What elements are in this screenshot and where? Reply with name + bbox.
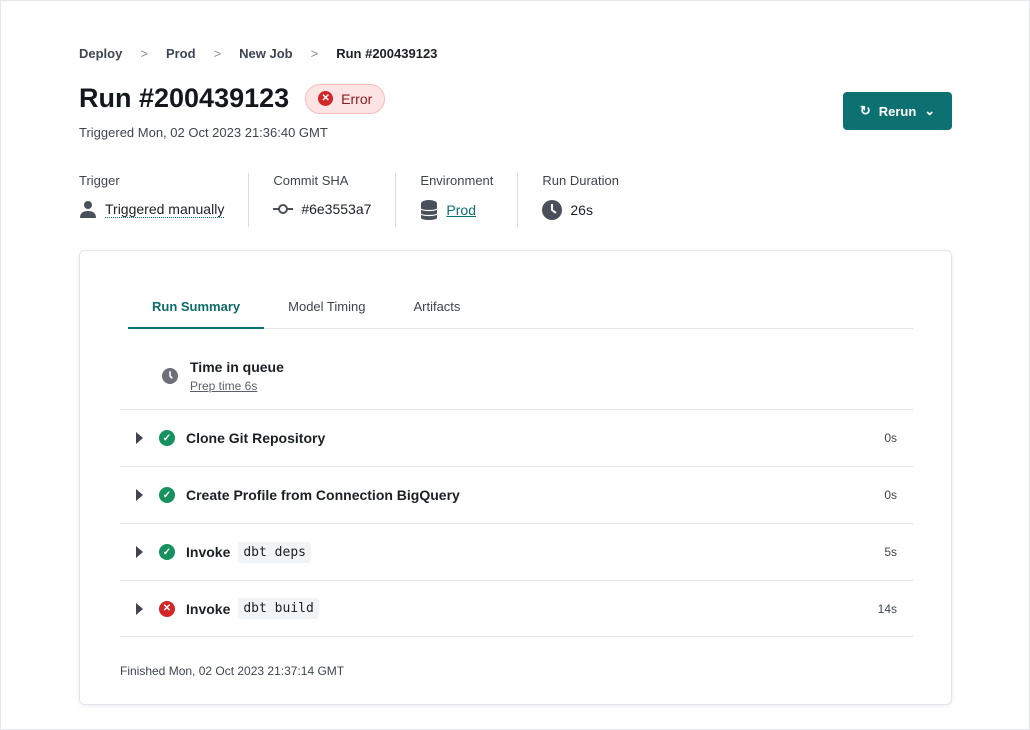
step-name: Invoke [186, 544, 231, 560]
step-row[interactable]: ✓ Clone Git Repository 0s [120, 409, 913, 466]
breadcrumb: Deploy > Prod > New Job > Run #200439123 [79, 46, 437, 61]
triggered-time: Triggered Mon, 02 Oct 2023 21:36:40 GMT [79, 125, 328, 140]
breadcrumb-prod[interactable]: Prod [165, 46, 196, 61]
step-duration: 14s [877, 601, 897, 616]
chevron-down-icon: ⌄ [924, 103, 936, 118]
rerun-button[interactable]: ↻ Rerun ⌄ [843, 92, 952, 130]
meta-trigger: Trigger Triggered manually [79, 173, 250, 227]
chevron-right-icon: > [310, 46, 319, 61]
expand-caret-icon[interactable] [136, 602, 143, 615]
tab-artifacts[interactable]: Artifacts [413, 299, 461, 314]
time-in-queue: Time in queue Prep time 6s [162, 359, 284, 393]
trigger-value: Triggered manually [105, 200, 225, 218]
commit-icon [273, 204, 294, 214]
meta-duration: Run Duration 26s [542, 173, 643, 227]
chevron-right-icon: > [140, 46, 148, 61]
meta-label: Trigger [79, 173, 120, 188]
meta-label: Commit SHA [273, 173, 349, 188]
expand-caret-icon[interactable] [136, 489, 143, 501]
step-list: ✓ Clone Git Repository 0s ✓ Create Profile … [120, 409, 913, 637]
database-icon [420, 200, 438, 220]
step-name: Invoke [186, 600, 231, 617]
step-duration: 0s [884, 488, 897, 502]
step-row[interactable]: ✓ Create Profile from Connection BigQuery… [120, 466, 913, 523]
meta-label: Run Duration [542, 173, 619, 188]
page-title: Run #200439123 [79, 83, 290, 113]
status-badge: ✕ Error [305, 83, 386, 114]
breadcrumb-current: Run #200439123 [336, 46, 438, 61]
breadcrumb-job[interactable]: New Job [239, 46, 293, 61]
breadcrumb-deploy[interactable]: Deploy [79, 46, 123, 61]
queue-title: Time in queue [190, 359, 284, 375]
success-icon: ✓ [159, 487, 175, 503]
step-duration: 5s [884, 545, 897, 559]
clock-icon [162, 368, 178, 384]
step-name: Create Profile from Connection BigQuery [186, 487, 460, 503]
rerun-label: Rerun [878, 103, 917, 119]
run-card: Run Summary Model Timing Artifacts Time … [79, 250, 952, 705]
meta-environment: Environment Prod [420, 173, 519, 227]
success-icon: ✓ [159, 544, 175, 560]
tab-model-timing[interactable]: Model Timing [288, 299, 366, 314]
clock-icon [542, 200, 563, 220]
meta-commit: Commit SHA #6e3553a7 [273, 173, 397, 227]
user-icon [80, 201, 96, 218]
step-row[interactable]: ✕ Invoke dbt build 14s [120, 580, 913, 637]
status-label: Error [341, 90, 373, 107]
meta-label: Environment [420, 173, 494, 188]
step-duration: 0s [884, 431, 897, 445]
chevron-right-icon: > [213, 46, 222, 61]
tab-run-summary[interactable]: Run Summary [128, 287, 265, 329]
refresh-icon: ↻ [859, 103, 871, 118]
tab-bar: Run Summary Model Timing Artifacts [128, 287, 913, 329]
step-command: dbt deps [238, 541, 311, 563]
step-command: dbt build [238, 598, 319, 619]
commit-value: #6e3553a7 [301, 201, 372, 217]
expand-caret-icon[interactable] [136, 546, 143, 558]
error-icon: ✕ [159, 600, 175, 617]
success-icon: ✓ [159, 430, 175, 446]
prep-time[interactable]: Prep time 6s [190, 379, 258, 393]
expand-caret-icon[interactable] [136, 432, 143, 444]
error-icon: ✕ [318, 91, 334, 106]
environment-link[interactable]: Prod [446, 202, 476, 218]
step-name: Clone Git Repository [186, 430, 326, 446]
duration-value: 26s [570, 202, 593, 218]
finished-time: Finished Mon, 02 Oct 2023 21:37:14 GMT [120, 664, 345, 678]
step-row[interactable]: ✓ Invoke dbt deps 5s [120, 523, 913, 580]
